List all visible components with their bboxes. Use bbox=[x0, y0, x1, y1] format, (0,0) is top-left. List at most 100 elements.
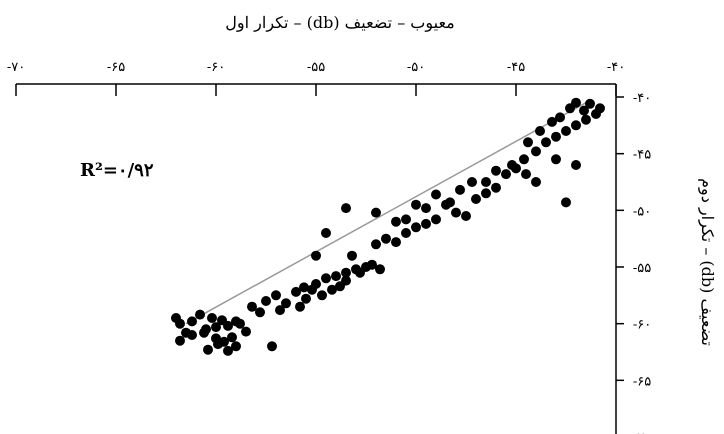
scatter-point bbox=[211, 322, 221, 333]
scatter-point bbox=[551, 131, 561, 142]
scatter-point bbox=[381, 233, 391, 244]
scatter-point bbox=[317, 290, 327, 301]
scatter-point bbox=[551, 154, 561, 165]
x-tick-label: -۶۰ bbox=[207, 60, 225, 75]
scatter-point bbox=[471, 194, 481, 204]
scatter-point bbox=[571, 120, 581, 131]
y-tick-label: -۷۰ bbox=[633, 431, 651, 434]
scatter-point bbox=[531, 177, 541, 187]
scatter-point bbox=[581, 114, 591, 125]
y-tick-label: -۶۵ bbox=[633, 374, 651, 389]
scatter-point bbox=[341, 275, 351, 286]
scatter-point bbox=[341, 267, 351, 278]
y-tick-label: -۴۵ bbox=[633, 148, 651, 163]
scatter-point bbox=[321, 273, 331, 284]
scatter-point bbox=[461, 211, 471, 221]
x-tick-label: -۷۰ bbox=[7, 60, 25, 75]
scatter-point bbox=[299, 282, 309, 293]
scatter-point bbox=[579, 105, 589, 116]
scatter-point bbox=[175, 318, 185, 329]
scatter-point bbox=[571, 97, 581, 108]
scatter-point bbox=[467, 177, 477, 187]
scatter-point bbox=[541, 137, 551, 148]
scatter-point bbox=[195, 309, 205, 320]
scatter-point bbox=[531, 146, 541, 157]
scatter-point bbox=[431, 189, 441, 200]
scatter-point bbox=[507, 160, 517, 170]
scatter-point bbox=[255, 307, 265, 318]
y-tick-label: -۵۰ bbox=[633, 204, 651, 219]
scatter-point bbox=[223, 320, 233, 331]
scatter-point bbox=[175, 335, 185, 346]
scatter-point bbox=[431, 214, 441, 225]
scatter-point bbox=[223, 345, 233, 356]
scatter-point bbox=[371, 239, 381, 250]
scatter-point bbox=[481, 188, 491, 199]
scatter-point bbox=[247, 301, 257, 312]
scatter-point bbox=[261, 296, 271, 306]
scatter-point bbox=[491, 165, 501, 176]
scatter-point bbox=[291, 286, 301, 297]
scatter-point bbox=[491, 182, 501, 193]
scatter-point bbox=[235, 318, 245, 329]
data-points bbox=[171, 97, 605, 356]
x-tick-label: -۶۵ bbox=[107, 60, 125, 75]
y-tick-label: -۵۵ bbox=[633, 261, 651, 276]
scatter-point bbox=[213, 339, 223, 350]
scatter-point bbox=[561, 197, 571, 208]
scatter-point bbox=[295, 301, 305, 312]
trend-line bbox=[185, 102, 587, 325]
scatter-point bbox=[481, 177, 491, 187]
y-tick-label: -۴۰ bbox=[633, 91, 651, 106]
scatter-point bbox=[411, 222, 421, 233]
scatter-point bbox=[375, 264, 385, 275]
scatter-point bbox=[199, 327, 209, 338]
scatter-point bbox=[271, 290, 281, 301]
scatter-point bbox=[421, 218, 431, 229]
scatter-point bbox=[521, 169, 531, 180]
scatter-point bbox=[555, 112, 565, 123]
scatter-point bbox=[421, 203, 431, 214]
scatter-point bbox=[501, 169, 511, 180]
scatter-point bbox=[311, 250, 321, 261]
x-axis: -۷۰ -۶۵ -۶۰ -۵۵ -۵۰ -۴۵ -۴۰ bbox=[7, 60, 625, 96]
scatter-point bbox=[241, 326, 251, 337]
scatter-point bbox=[391, 216, 401, 227]
scatter-point bbox=[411, 199, 421, 210]
scatter-point bbox=[311, 279, 321, 289]
scatter-point bbox=[585, 98, 595, 109]
scatter-point bbox=[445, 197, 455, 208]
x-tick-label: -۴۵ bbox=[507, 60, 525, 75]
y-tick-label: -۶۰ bbox=[633, 318, 651, 333]
scatter-point bbox=[561, 126, 571, 136]
scatter-point bbox=[207, 313, 217, 323]
scatter-point bbox=[187, 330, 197, 340]
scatter-point bbox=[231, 341, 241, 352]
scatter-point bbox=[519, 154, 529, 165]
scatter-point bbox=[571, 160, 581, 170]
x-tick-label: -۵۵ bbox=[307, 60, 325, 75]
y-axis-title: تضعیف (db) – تکرار دوم bbox=[698, 178, 717, 346]
scatter-point bbox=[401, 214, 411, 225]
scatter-point bbox=[547, 116, 557, 127]
scatter-point bbox=[367, 259, 377, 270]
scatter-point bbox=[391, 237, 401, 248]
scatter-point bbox=[523, 137, 533, 148]
r-squared-annotation: R²=۰/۹۲ bbox=[80, 160, 154, 181]
scatter-point bbox=[331, 271, 341, 282]
scatter-point bbox=[451, 207, 461, 218]
scatter-point bbox=[595, 103, 605, 114]
scatter-point bbox=[327, 284, 337, 295]
x-axis-title: معیوب – تضعیف (db) – تکرار اول bbox=[225, 13, 454, 32]
scatter-point bbox=[347, 250, 357, 261]
scatter-point bbox=[227, 332, 237, 343]
scatter-point bbox=[187, 316, 197, 327]
scatter-point bbox=[267, 341, 277, 352]
x-tick-label: -۴۰ bbox=[607, 60, 625, 75]
y-axis: -۴۰ -۴۵ -۵۰ -۵۵ -۶۰ -۶۵ -۷۰ bbox=[615, 84, 651, 434]
scatter-point bbox=[301, 293, 311, 304]
scatter-point bbox=[341, 203, 351, 214]
scatter-point bbox=[371, 207, 381, 218]
scatter-point bbox=[321, 228, 331, 238]
